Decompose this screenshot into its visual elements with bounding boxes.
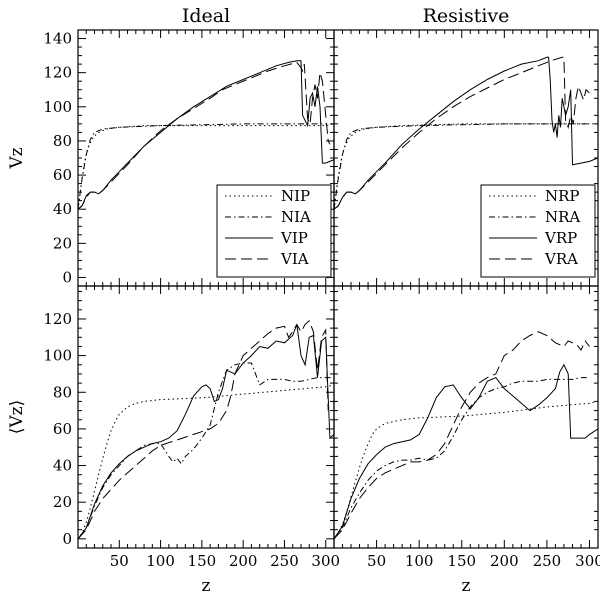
legend-label-NRP: NRP — [545, 187, 580, 205]
y-tick-label-top-left-120: 120 — [43, 64, 72, 82]
legend-label-NRA: NRA — [545, 208, 580, 226]
x-tick-label-bottom-right-250: 250 — [533, 552, 562, 570]
x-tick-label-bottom-left-50: 50 — [110, 552, 129, 570]
series-line-NIP — [78, 123, 334, 210]
series-line-NRP — [334, 123, 598, 210]
x-tick-label-bottom-left-250: 250 — [270, 552, 299, 570]
series-line-NIP — [78, 384, 334, 540]
legend-label-VIP: VIP — [280, 229, 308, 247]
series-line-NRP — [334, 400, 598, 540]
legend-box-top-left — [216, 184, 332, 278]
series-line-VIP — [78, 60, 334, 210]
y-tick-label-top-left-20: 20 — [53, 234, 72, 252]
y-tick-label-bottom-left-0: 0 — [62, 530, 72, 548]
legend-label-VRP: VRP — [544, 229, 577, 247]
x-tick-label-bottom-left-200: 200 — [229, 552, 258, 570]
legend-label-VRA: VRA — [544, 250, 578, 268]
y-tick-label-bottom-left-20: 20 — [53, 493, 72, 511]
legend-box-top-right — [480, 184, 596, 278]
x-tick-label-bottom-left-150: 150 — [188, 552, 217, 570]
series-line-VIA — [78, 319, 329, 540]
legend-label-NIP: NIP — [281, 187, 310, 205]
y-tick-label-bottom-left-100: 100 — [43, 347, 72, 365]
legend-label-NIA: NIA — [281, 208, 311, 226]
panel-title-top-right: Resistive — [423, 5, 510, 27]
y-axis-label-bottom-left: ⟨Vz⟩ — [7, 400, 27, 435]
panel-title-top-left: Ideal — [182, 5, 230, 27]
series-line-VRP — [334, 363, 598, 540]
y-tick-label-top-left-60: 60 — [53, 166, 72, 184]
y-tick-label-top-left-140: 140 — [43, 30, 72, 48]
series-line-NRA — [334, 377, 590, 540]
series-line-NIA — [78, 362, 334, 540]
x-tick-label-bottom-right-150: 150 — [447, 552, 476, 570]
y-tick-label-bottom-left-120: 120 — [43, 310, 72, 328]
y-tick-label-top-left-0: 0 — [62, 268, 72, 286]
y-tick-label-bottom-left-80: 80 — [53, 383, 72, 401]
y-tick-label-top-left-100: 100 — [43, 98, 72, 116]
y-axis-label-top-left: Vz — [7, 147, 27, 169]
series-line-NRA — [334, 123, 590, 210]
x-axis-label-bottom-right: z — [462, 576, 471, 595]
y-tick-label-top-left-40: 40 — [53, 200, 72, 218]
legend-label-VIA: VIA — [280, 250, 309, 268]
series-line-VIA — [78, 61, 331, 210]
x-tick-label-bottom-right-200: 200 — [490, 552, 519, 570]
x-tick-label-bottom-left-100: 100 — [146, 552, 175, 570]
x-tick-label-bottom-left-300: 300 — [311, 552, 340, 570]
y-tick-label-bottom-left-60: 60 — [53, 420, 72, 438]
x-tick-label-bottom-right-300: 300 — [575, 552, 600, 570]
x-tick-label-bottom-right-50: 50 — [367, 552, 386, 570]
panel-frame-bottom-right — [333, 285, 599, 549]
series-line-VIP — [78, 324, 334, 540]
series-line-NIA — [78, 123, 326, 210]
y-tick-label-top-left-80: 80 — [53, 132, 72, 150]
x-axis-label-bottom-left: z — [202, 576, 211, 595]
series-line-VRA — [334, 331, 590, 540]
x-tick-label-bottom-right-100: 100 — [405, 552, 434, 570]
y-tick-label-bottom-left-40: 40 — [53, 457, 72, 475]
series-line-VRA — [334, 56, 590, 210]
panel-frame-bottom-left — [77, 285, 335, 549]
